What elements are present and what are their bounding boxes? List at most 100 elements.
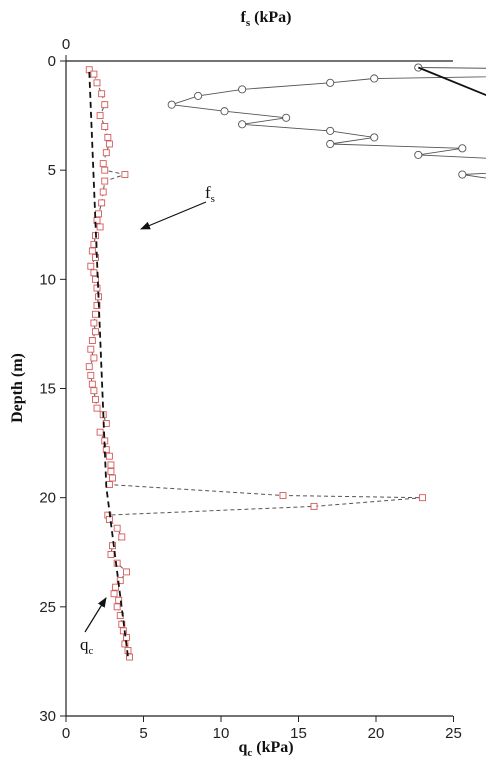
qc-point — [93, 79, 101, 87]
qc-point — [118, 533, 126, 541]
qc-point — [419, 494, 426, 502]
qc-point — [90, 354, 98, 362]
y-tick-label: 15 — [39, 381, 56, 398]
qc-point — [90, 387, 98, 395]
bottom-tick-label: 5 — [139, 725, 147, 742]
qc-point — [118, 620, 126, 628]
qc-point — [105, 481, 113, 489]
top-axis-title: fs (kPa) — [241, 9, 292, 29]
qc-point — [101, 166, 109, 174]
fs-point — [220, 107, 229, 116]
fs-series — [167, 63, 486, 179]
bottom-tick-label: 10 — [213, 725, 230, 742]
qc-point — [91, 275, 99, 283]
qc-point — [101, 101, 109, 109]
qc-point — [101, 123, 109, 130]
bottom-tick-label: 20 — [368, 725, 385, 742]
qc-point — [87, 262, 95, 270]
qc-series — [85, 66, 426, 661]
qc-point — [96, 223, 104, 231]
qc-point — [279, 492, 287, 499]
qc-point — [107, 468, 115, 475]
y-tick-label: 0 — [48, 53, 56, 70]
qc-point — [91, 310, 99, 318]
bottom-tick-label: 25 — [445, 725, 462, 742]
fs-point — [370, 133, 379, 142]
fs-point — [238, 120, 247, 129]
fs-annotation-label: fs — [205, 183, 215, 205]
qc-point — [93, 302, 101, 309]
fs-point — [458, 170, 467, 179]
qc-point — [119, 627, 127, 635]
fs-point — [414, 150, 423, 159]
qc-point — [87, 345, 95, 353]
qc-point — [90, 70, 98, 78]
qc-point — [91, 395, 99, 403]
y-tick-label: 30 — [39, 708, 56, 725]
qc-point — [102, 446, 110, 454]
qc-point — [105, 452, 113, 460]
qc-point — [113, 524, 121, 532]
bottom-axis-title: qc (kPa) — [238, 739, 293, 759]
qc-point — [91, 328, 99, 336]
fs-point — [326, 78, 335, 87]
y-axis-title: Depth (m) — [9, 353, 26, 423]
fs-point — [458, 144, 467, 153]
qc-point — [126, 653, 134, 661]
qc-point — [91, 254, 99, 261]
qc-point — [88, 380, 96, 388]
qc-point — [109, 474, 116, 482]
qc-point — [88, 247, 96, 255]
bottom-tick-label: 15 — [290, 725, 307, 742]
qc-point — [115, 596, 123, 604]
qc-trend-series — [88, 71, 129, 658]
qc-point — [96, 428, 104, 436]
qc-point — [102, 149, 110, 157]
qc-point — [121, 640, 129, 648]
y-tick-label: 25 — [39, 599, 56, 616]
fs-point — [370, 74, 379, 83]
qc-point — [122, 568, 130, 576]
qc-point — [93, 216, 101, 224]
qc-point — [116, 577, 124, 585]
qc-point — [98, 199, 106, 207]
qc-point — [101, 177, 109, 185]
qc-point — [90, 319, 98, 327]
qc-annotation-label: qc — [80, 635, 94, 657]
qc-annotation-arrow — [84, 597, 107, 633]
fs-point — [414, 63, 423, 72]
fs-point — [326, 139, 335, 149]
qc-point — [104, 133, 112, 141]
fs-line — [171, 67, 486, 179]
bottom-tick-label: 0 — [62, 725, 70, 742]
y-tick-label: 20 — [39, 490, 56, 507]
fs-point — [167, 100, 176, 109]
qc-point — [88, 337, 96, 344]
qc-point — [113, 603, 121, 611]
qc-point — [93, 284, 101, 292]
qc-point — [98, 90, 106, 98]
qc-point — [99, 160, 107, 168]
qc-point — [95, 210, 103, 218]
fs-point — [238, 85, 247, 94]
plot-area — [85, 63, 486, 661]
qc-point — [121, 171, 129, 178]
qc-line — [88, 69, 423, 658]
fs-point — [282, 113, 291, 122]
fs-point — [326, 126, 335, 135]
qc-trend-line — [88, 71, 129, 658]
top-tick-label: 0 — [62, 36, 70, 53]
qc-point — [85, 363, 93, 371]
qc-point — [107, 461, 115, 469]
qc-point — [112, 583, 120, 591]
qc-point — [105, 140, 113, 148]
qc-point — [109, 542, 116, 550]
qc-point — [310, 502, 318, 510]
y-tick-label: 10 — [39, 271, 56, 288]
qc-point — [90, 269, 98, 277]
qc-point — [93, 404, 101, 412]
qc-point — [87, 371, 95, 379]
fs-point — [194, 91, 203, 100]
axis-ticks: 05101520253005101520250200400600 — [39, 36, 462, 742]
